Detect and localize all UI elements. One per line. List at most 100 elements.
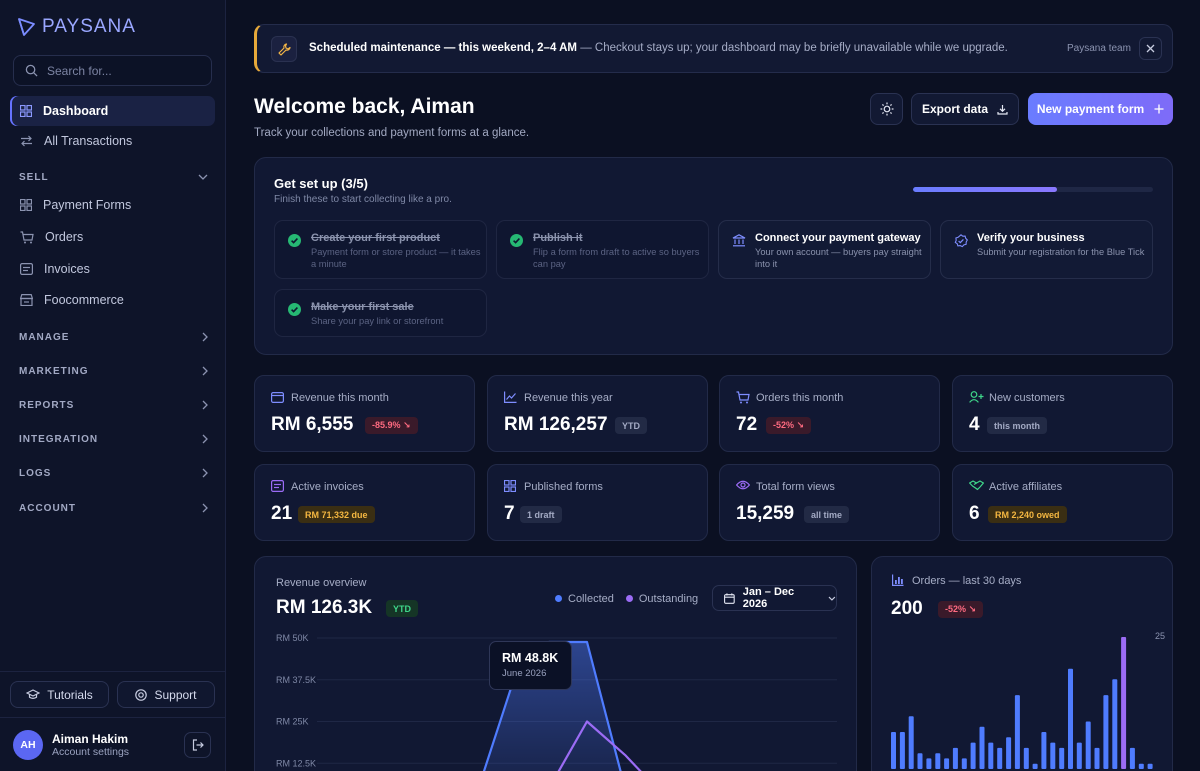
section-manage[interactable]: MANAGE (19, 329, 208, 345)
stat-card-total-views[interactable]: Total form views 15,259 all time (719, 464, 940, 541)
stat-card-active-affiliates[interactable]: Active affiliates 6 RM 2,240 owed (952, 464, 1173, 541)
chevron-right-icon (202, 332, 208, 342)
sidebar-item-label: Foocommerce (44, 293, 124, 307)
legend-item-outstanding[interactable]: Outstanding (625, 593, 699, 605)
tutorials-button[interactable]: Tutorials (10, 681, 109, 708)
sidebar: PAYSANA Dashboard All Transactions SELL (0, 0, 226, 771)
order-bar (979, 726, 985, 769)
revenue-overview-card: RM 50K RM 37.5K RM 25K RM 12.5K Revenue ove… (254, 556, 857, 771)
series-area-collected (484, 642, 621, 771)
revenue-title: Revenue overview (276, 577, 367, 589)
stat-badge: RM 2,240 owed (988, 506, 1067, 523)
order-bar (1059, 747, 1065, 769)
cart-icon (20, 230, 34, 243)
theme-toggle-button[interactable] (870, 93, 903, 125)
paysana-logo-icon (18, 18, 35, 36)
export-data-button[interactable]: Export data (911, 93, 1019, 125)
stat-card-new-customers[interactable]: New customers 4 this month (952, 375, 1173, 452)
close-icon (1146, 44, 1155, 53)
setup-task-publish[interactable]: Publish it Flip a form from draft to act… (496, 220, 709, 279)
grid-icon (20, 199, 32, 211)
sidebar-item-invoices[interactable]: Invoices (10, 254, 215, 284)
task-title: Make your first sale (311, 301, 414, 313)
support-button[interactable]: Support (117, 681, 215, 708)
account-settings-link[interactable]: Account settings (52, 746, 130, 758)
stat-card-orders-month[interactable]: Orders this month 72 -52% ↘ (719, 375, 940, 452)
revenue-badge: YTD (386, 600, 418, 617)
order-bar (944, 758, 950, 769)
stat-label: Revenue this month (291, 392, 389, 404)
section-label: MANAGE (19, 331, 70, 343)
new-payment-form-button[interactable]: New payment form (1028, 93, 1173, 125)
section-account[interactable]: ACCOUNT (19, 500, 208, 516)
section-label: ACCOUNT (19, 502, 76, 514)
order-bar (1129, 747, 1135, 769)
sidebar-search[interactable] (13, 55, 212, 86)
section-sell[interactable]: SELL (19, 169, 208, 185)
y-tick-label: RM 37.5K (276, 675, 316, 685)
logout-button[interactable] (184, 732, 211, 758)
eye-icon (736, 480, 750, 490)
sidebar-item-payment-forms[interactable]: Payment Forms (10, 190, 215, 220)
banner-icon-box (271, 36, 297, 62)
search-input[interactable] (47, 63, 197, 78)
user-name[interactable]: Aiman Hakim (52, 732, 129, 746)
order-bar (908, 716, 914, 769)
legend-label: Collected (568, 593, 614, 605)
chevron-right-icon (202, 400, 208, 410)
order-bar (997, 747, 1003, 769)
order-bar (1103, 695, 1109, 769)
banner-close-button[interactable] (1139, 37, 1162, 60)
section-logs[interactable]: LOGS (19, 465, 208, 481)
legend-label: Outstanding (638, 593, 699, 605)
handshake-icon (969, 480, 984, 491)
cart-icon (736, 391, 750, 404)
task-description: Submit your registration for the Blue Ti… (977, 247, 1145, 257)
avatar[interactable]: AH (13, 730, 43, 760)
setup-task-first-sale[interactable]: Make your first sale Share your pay link… (274, 289, 487, 337)
stat-card-published-forms[interactable]: Published forms 7 1 draft (487, 464, 708, 541)
sidebar-item-transactions[interactable]: All Transactions (10, 126, 215, 156)
brand-name: PAYSANA (42, 16, 136, 37)
stat-card-active-invoices[interactable]: Active invoices 21 RM 71,332 due (254, 464, 475, 541)
wallet-icon (271, 392, 284, 403)
sidebar-item-dashboard[interactable]: Dashboard (10, 96, 215, 126)
order-bar (1032, 763, 1038, 769)
task-title: Create your first product (311, 232, 440, 244)
y-tick-label: RM 25K (276, 717, 309, 727)
legend-item-collected[interactable]: Collected (555, 593, 614, 605)
stat-card-revenue-year[interactable]: Revenue this year RM 126,257 YTD (487, 375, 708, 452)
order-bar (1112, 679, 1118, 769)
logout-icon (192, 739, 204, 751)
plus-icon (1154, 104, 1164, 114)
series-line-outstanding (557, 720, 642, 771)
order-bar (1050, 742, 1056, 769)
stat-card-revenue-month[interactable]: Revenue this month RM 6,555 -85.9% ↘ (254, 375, 475, 452)
date-range-select[interactable]: Jan – Dec 2026 (712, 585, 837, 611)
order-bar (1094, 747, 1100, 769)
sidebar-item-foocommerce[interactable]: Foocommerce (10, 285, 215, 315)
section-reports[interactable]: REPORTS (19, 397, 208, 413)
orders-chart[interactable] (872, 557, 1173, 771)
tutorials-label: Tutorials (47, 687, 93, 702)
orders-card: Orders — last 30 days 200 -52% ↘ 25 (871, 556, 1173, 771)
brand-logo[interactable]: PAYSANA (16, 16, 136, 38)
setup-task-connect-gateway[interactable]: Connect your payment gateway Your own ac… (718, 220, 931, 279)
chevron-right-icon (202, 366, 208, 376)
stat-badge: 1 draft (520, 506, 562, 523)
section-marketing[interactable]: MARKETING (19, 363, 208, 379)
setup-progress-fill (913, 187, 1057, 192)
sidebar-item-orders[interactable]: Orders (10, 222, 215, 252)
search-icon (25, 64, 38, 77)
order-bar (1014, 695, 1020, 769)
section-integration[interactable]: INTEGRATION (19, 431, 208, 447)
setup-task-verify-business[interactable]: Verify your business Submit your registr… (940, 220, 1153, 279)
order-bar (1041, 732, 1047, 769)
order-bar (988, 742, 994, 769)
banner-text: Scheduled maintenance — this weekend, 2–… (309, 42, 1008, 54)
order-bar (1085, 721, 1091, 769)
order-bar (891, 732, 896, 769)
setup-task-create-product[interactable]: Create your first product Payment form o… (274, 220, 487, 279)
page-title: Welcome back, Aiman (254, 95, 475, 118)
stat-label: Revenue this year (524, 392, 613, 404)
